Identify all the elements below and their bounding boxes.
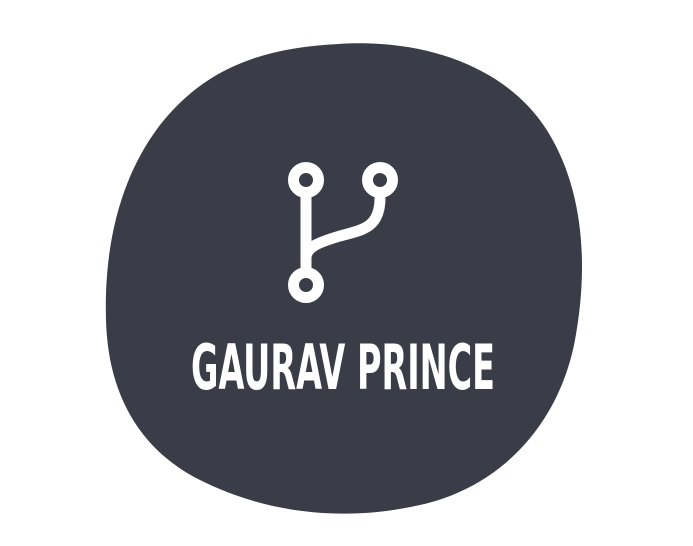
logo-text: GAURAV PRINCE <box>191 331 495 404</box>
git-branch-icon <box>288 162 398 303</box>
branch-curve-line <box>300 192 386 264</box>
logo-blob <box>105 43 583 514</box>
